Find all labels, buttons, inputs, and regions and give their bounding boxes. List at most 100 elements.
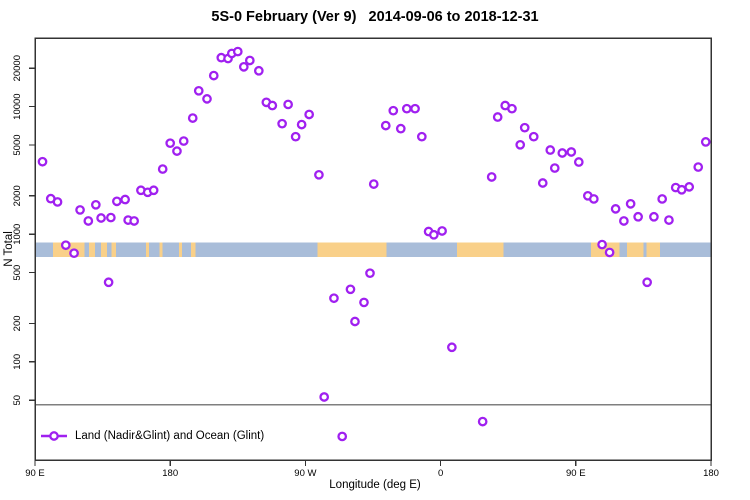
data-point [314,169,324,180]
y-tick-label: 20000 [12,55,23,81]
x-tick-label: 90 E [566,468,586,479]
data-point [664,215,674,225]
data-point [447,342,457,353]
land-segment [457,242,504,258]
land-segment [646,242,660,258]
data-point [368,179,379,189]
data-point [350,316,360,327]
data-point [557,148,568,158]
data-point [129,216,139,226]
data-point [676,184,687,195]
y-tick-label: 50 [12,395,23,406]
data-point [90,199,101,210]
legend-marker-icon [41,431,67,441]
y-tick-label: 100 [12,354,23,370]
data-point [428,229,439,240]
y-tick-label: 10000 [12,93,23,119]
land-segment [146,242,150,258]
data-point [437,226,447,236]
data-point [329,293,339,304]
data-point [566,147,577,157]
x-tick-label: 0 [438,468,443,479]
y-tick-label: 200 [12,315,23,331]
data-point [267,100,278,111]
data-point [193,85,204,96]
y-tick-label: 5000 [12,134,23,155]
data-point [283,99,293,110]
map-strip [35,242,711,258]
data-point [597,239,607,250]
y-tick-label: 500 [12,265,23,281]
data-point [253,65,264,76]
data-point [157,164,168,174]
data-point [69,248,79,259]
x-axis-title: Longitude (deg E) [329,479,421,491]
y-tick-label: 1000 [12,224,23,245]
x-axis: 90 E 180 90 W 0 90 E 180 [25,460,719,479]
data-point [380,120,391,131]
data-point [416,131,427,142]
data-point [75,205,85,215]
data-point [573,157,584,167]
land-segment [191,242,196,258]
data-point [700,137,711,147]
data-point [642,277,653,288]
data-point [60,240,71,251]
legend: Land (Nadir&Glint) and Ocean (Glint) [40,430,264,442]
x-tick-label: 90 E [25,468,45,479]
data-point [401,103,412,114]
data-point [296,119,307,130]
data-point [106,212,116,223]
data-point [208,70,219,81]
data-point [365,268,375,279]
data-point [545,145,556,155]
data-point [232,46,243,57]
data-point [112,196,122,207]
data-point [172,146,182,156]
data-point [319,392,330,402]
data-point [290,131,301,142]
land-segment [317,242,387,258]
x-tick-label: 90 W [294,468,316,479]
data-point [633,211,643,222]
data-point [37,156,48,167]
land-segment [626,242,644,258]
x-tick-label: 180 [162,468,178,479]
data-point [337,431,348,442]
data-point [492,112,503,122]
data-point [83,216,94,226]
land-segment [111,242,117,258]
data-point [103,277,114,288]
data-point [120,194,130,205]
data-point [477,416,488,427]
y-axis: 50 100 200 500 1000 2000 5000 10000 20000 [12,55,35,406]
data-point [238,61,249,72]
data-point [604,247,615,258]
data-point [684,182,695,192]
data-point [148,185,159,196]
plot-box [34,37,712,461]
data-point [359,297,369,308]
data-point [187,113,198,123]
data-point [619,216,629,226]
data-point [395,123,406,134]
data-point [96,213,106,223]
data-point [507,103,517,114]
legend-circle [49,431,59,441]
data-point [277,118,287,129]
data-points [37,46,711,442]
data-point [528,131,539,142]
land-segment [159,242,163,258]
data-point [693,162,704,172]
data-point [625,198,636,209]
data-point [519,122,530,133]
data-point [52,197,63,207]
land-segment [179,242,183,258]
data-point [610,204,621,214]
data-point [549,163,560,173]
data-point [657,194,668,204]
land-segment [89,242,96,258]
data-point [588,194,599,204]
